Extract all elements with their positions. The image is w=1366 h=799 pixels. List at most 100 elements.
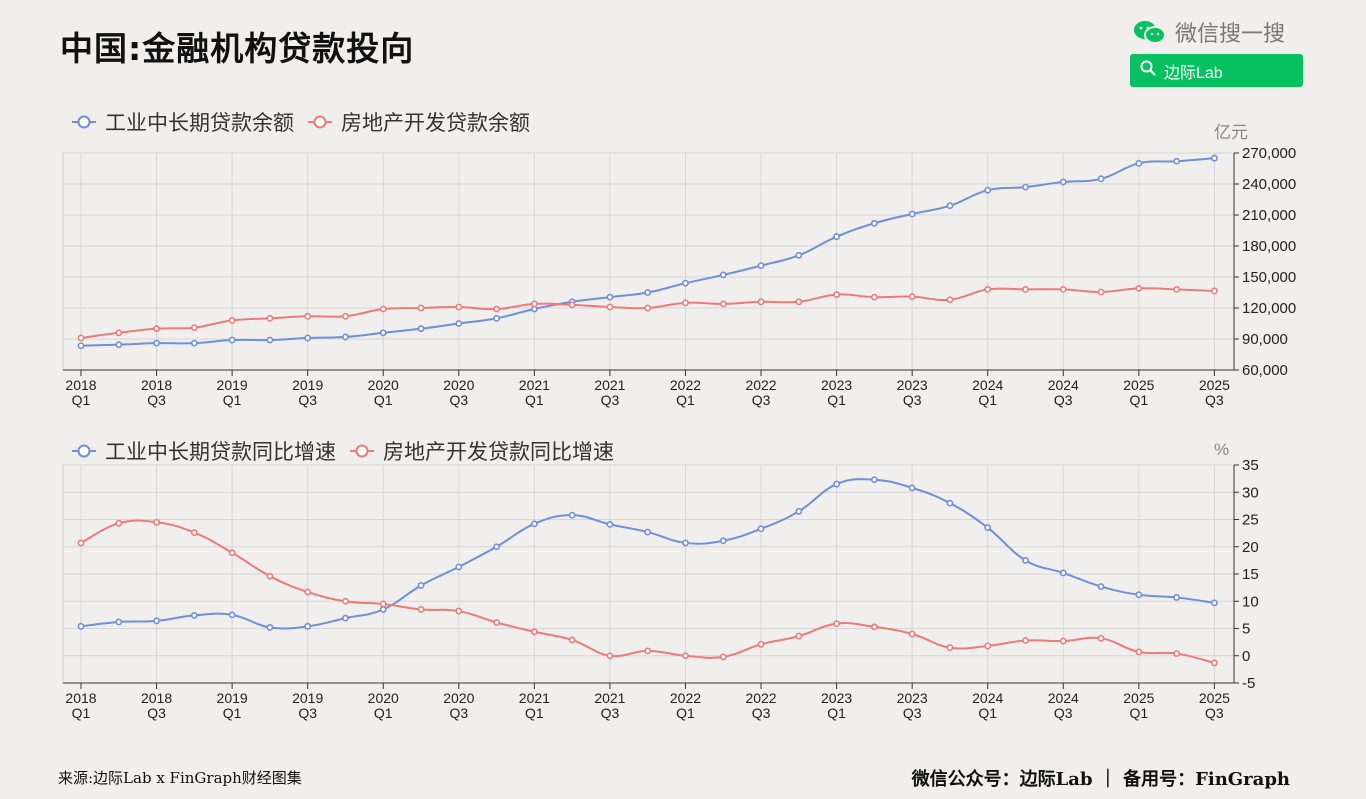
data-point-red xyxy=(1097,288,1105,296)
data-point-red xyxy=(77,334,85,342)
x-tick-label-year: 2024 xyxy=(1048,377,1079,393)
data-point-blue xyxy=(115,618,123,626)
data-point-red xyxy=(984,642,992,650)
x-tick-label-year: 2021 xyxy=(594,377,625,393)
data-point-blue xyxy=(493,314,500,322)
data-point-blue xyxy=(1135,159,1143,167)
data-point-red xyxy=(266,572,274,580)
y-tick-label: 240,000 xyxy=(1242,176,1296,193)
legend-label: 工业中长期贷款余额 xyxy=(105,111,294,135)
data-point-blue xyxy=(1022,183,1029,191)
x-tick-label-year: 2018 xyxy=(65,377,96,393)
search-button[interactable]: 边际Lab xyxy=(1130,54,1303,87)
x-tick-label-year: 2021 xyxy=(594,690,625,706)
data-point-blue xyxy=(1059,569,1067,577)
data-point-red xyxy=(1211,659,1218,667)
x-tick-label-year: 2025 xyxy=(1123,690,1154,706)
data-point-red xyxy=(568,301,576,309)
data-point-red xyxy=(1059,637,1067,645)
data-point-blue xyxy=(455,563,463,571)
y-tick-label: 20 xyxy=(1242,539,1259,556)
data-point-red xyxy=(115,519,123,527)
legend-swatch-marker xyxy=(355,444,369,458)
data-point-blue xyxy=(493,543,500,551)
data-point-blue xyxy=(115,341,123,349)
series-line-blue xyxy=(80,157,1215,347)
x-tick-label-quarter: Q1 xyxy=(1129,392,1148,408)
data-point-red xyxy=(530,300,538,308)
data-point-red xyxy=(153,518,160,526)
x-tick-label-year: 2021 xyxy=(519,690,550,706)
x-tick-label-quarter: Q1 xyxy=(978,705,997,721)
x-tick-label-quarter: Q1 xyxy=(827,392,846,408)
x-tick-label-year: 2018 xyxy=(65,690,96,706)
data-point-red xyxy=(606,652,614,660)
x-tick-label-quarter: Q1 xyxy=(978,392,997,408)
data-point-blue xyxy=(77,342,85,350)
data-point-red xyxy=(719,653,727,661)
x-tick-label-year: 2025 xyxy=(1199,377,1230,393)
data-point-red xyxy=(342,312,349,320)
data-point-blue xyxy=(342,333,349,341)
x-tick-label-quarter: Q1 xyxy=(223,392,242,408)
x-tick-label-year: 2020 xyxy=(368,690,399,706)
data-point-red xyxy=(228,549,236,557)
x-tick-label-year: 2019 xyxy=(292,377,323,393)
x-tick-label-quarter: Q3 xyxy=(147,705,166,721)
plot-area xyxy=(62,152,1235,371)
x-tick-label-quarter: Q3 xyxy=(1205,705,1224,721)
data-point-red xyxy=(304,588,312,596)
data-point-red xyxy=(870,623,878,631)
data-point-blue xyxy=(1135,591,1143,599)
data-point-blue xyxy=(870,476,878,484)
data-point-red xyxy=(757,640,765,648)
data-point-blue xyxy=(455,320,463,327)
data-point-blue xyxy=(304,334,312,342)
y-tick-label: 60,000 xyxy=(1242,362,1288,379)
legend-item: 房地产开发贷款余额 xyxy=(308,111,530,135)
x-tick-label-quarter: Q3 xyxy=(601,392,620,408)
data-point-red xyxy=(417,304,425,312)
x-tick-label-year: 2018 xyxy=(141,690,172,706)
data-point-blue xyxy=(266,624,274,631)
x-tick-label-year: 2020 xyxy=(443,377,474,393)
data-point-blue xyxy=(190,339,198,347)
legend-item: 房地产开发贷款同比增速 xyxy=(350,440,614,464)
data-point-blue xyxy=(757,262,765,270)
data-point-red xyxy=(719,300,727,308)
search-icon xyxy=(1140,60,1156,81)
x-tick-label-quarter: Q1 xyxy=(72,392,91,408)
wechat-icon xyxy=(1133,19,1167,45)
x-tick-label-quarter: Q1 xyxy=(72,705,91,721)
y-tick-label: 10 xyxy=(1242,593,1259,610)
data-point-blue xyxy=(417,325,425,333)
data-point-red xyxy=(946,644,954,651)
data-point-blue xyxy=(719,537,727,545)
y-unit-label: 亿元 xyxy=(1214,123,1248,142)
data-point-red xyxy=(1097,634,1105,642)
data-point-blue xyxy=(1097,583,1105,590)
account-note: 微信公众号：边际Lab ｜ 备用号：FinGraph xyxy=(911,769,1290,790)
data-point-blue xyxy=(379,606,387,613)
data-point-red xyxy=(115,329,123,337)
x-tick-label-quarter: Q3 xyxy=(298,392,317,408)
data-point-blue xyxy=(568,511,576,519)
data-point-red xyxy=(266,314,274,322)
x-tick-label-quarter: Q3 xyxy=(449,392,468,408)
x-tick-label-year: 2023 xyxy=(821,690,852,706)
data-point-blue xyxy=(719,271,727,279)
data-point-red xyxy=(304,312,312,320)
legend-swatch-marker xyxy=(77,115,91,129)
data-point-blue xyxy=(1022,556,1029,564)
x-tick-label-quarter: Q1 xyxy=(676,392,695,408)
data-point-red xyxy=(417,606,425,613)
data-point-red xyxy=(1211,287,1218,295)
x-tick-label-quarter: Q1 xyxy=(525,705,544,721)
data-point-blue xyxy=(984,524,992,532)
data-point-blue xyxy=(1211,599,1218,607)
legend-item: 工业中长期贷款同比增速 xyxy=(72,440,336,464)
x-tick-label-quarter: Q3 xyxy=(1054,705,1073,721)
data-point-red xyxy=(606,303,614,311)
data-point-blue xyxy=(908,210,916,218)
x-tick-label-quarter: Q1 xyxy=(223,705,242,721)
